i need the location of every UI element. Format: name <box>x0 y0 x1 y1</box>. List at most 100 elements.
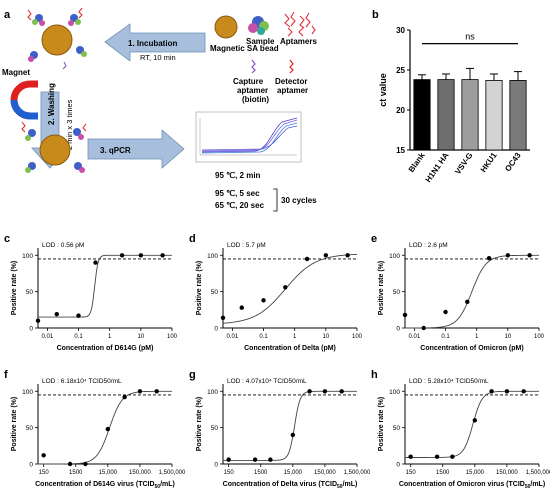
c-data-point <box>54 311 59 317</box>
e-ylabel: Positive rate (%) <box>378 261 385 315</box>
f-xtick-label: 150 <box>39 470 50 476</box>
panel-f-label: f <box>4 369 8 381</box>
f-xtick-label: 15,000 <box>99 470 118 476</box>
incubation-arrow <box>104 23 206 62</box>
c-ylabel: Positive rate (%) <box>11 261 18 315</box>
e-data-point <box>443 309 448 315</box>
d-ytick-label: 50 <box>211 289 219 296</box>
d-data-point <box>283 285 288 290</box>
h-lod-label: LOD : 5.28x10⁴ TCID50/mL <box>409 378 489 385</box>
pcr-cycle-anneal: 65 ℃, 20 sec <box>215 201 265 210</box>
bead-complex-bottom <box>21 121 87 173</box>
b-ytick-label: 30 <box>396 26 405 35</box>
g-xlabel: Concentration of Delta virus (TCID50/mL) <box>223 481 358 490</box>
f-ytick-label: 50 <box>26 425 34 432</box>
e-data-point <box>505 253 511 258</box>
panel-a-label: a <box>4 9 11 21</box>
h-data-point <box>450 454 455 459</box>
bead-label: Magnetic SA bead <box>210 44 279 53</box>
f-ylabel: Positive rate (%) <box>11 397 18 451</box>
panel-h-label: h <box>371 369 378 381</box>
h-ytick-label: 50 <box>393 425 401 432</box>
pcr-cycle-denature: 95 ℃, 5 sec <box>215 189 260 198</box>
d-xtick-label: 100 <box>352 334 363 340</box>
e-data-point <box>465 299 470 305</box>
e-xtick-label: 0.1 <box>441 334 450 340</box>
e-xtick-label: 1 <box>475 334 479 340</box>
step1-label: 1. Incubation <box>128 39 177 48</box>
d-ytick-label: 0 <box>214 326 218 333</box>
h-data-point <box>489 389 494 394</box>
f-data-point <box>122 394 127 400</box>
b-category-label: HKU1 <box>479 151 499 174</box>
d-data-point <box>239 305 244 310</box>
h-data-point <box>434 454 440 459</box>
g-data-point <box>339 389 344 394</box>
detector-label-1: Detector <box>275 77 307 86</box>
qpcr-arrow <box>87 129 185 169</box>
f-xtick-label: 1,500,000 <box>159 470 186 476</box>
g-xtick-label: 1500 <box>254 470 268 476</box>
h-xtick-label: 150 <box>406 470 417 476</box>
b-bar <box>437 79 455 151</box>
g-data-point <box>322 389 328 394</box>
c-xtick-label: 1 <box>108 334 112 340</box>
f-ytick-label: 0 <box>29 462 33 469</box>
h-xtick-label: 1,500,000 <box>526 470 550 476</box>
d-xlabel: Concentration of Delta (pM) <box>244 345 336 352</box>
h-ytick-label: 0 <box>396 462 400 469</box>
f-data-point <box>105 426 111 432</box>
g-data-point <box>307 389 312 394</box>
f-data-point <box>67 461 73 467</box>
g-data-point <box>226 457 231 462</box>
capture-aptamer-icon <box>251 59 256 74</box>
h-xtick-label: 1500 <box>436 470 450 476</box>
cycle-bracket <box>273 188 278 212</box>
g-lod-label: LOD : 4.07x10⁴ TCID50/mL <box>227 378 307 385</box>
pcr-cycles: 30 cycles <box>281 196 317 205</box>
g-ytick-label: 50 <box>211 425 219 432</box>
step3-label: 3. qPCR <box>100 146 131 155</box>
g-data-point <box>290 432 296 438</box>
h-fit-curve <box>405 390 539 458</box>
panel-e: e 0 50 100 0.01 0.1 1 10 100 LOD : 2.6 pM Positive… <box>371 233 545 352</box>
e-xtick-label: 0.01 <box>409 334 421 340</box>
g-xtick-label: 150,000 <box>314 470 336 476</box>
f-ytick-label: 100 <box>22 389 33 396</box>
panel-e-label: e <box>371 233 377 245</box>
c-ytick-label: 50 <box>26 289 34 296</box>
panel-a: a 1. Incubation RT, 10 min 2. Washing 2 … <box>2 7 317 212</box>
bead-complex-top <box>27 7 87 70</box>
e-xlabel: Concentration of Omicron (pM) <box>420 345 523 352</box>
g-fit-curve <box>223 390 357 461</box>
g-data-point <box>252 457 258 462</box>
d-data-point <box>261 298 266 303</box>
bead-icon <box>214 15 238 39</box>
f-xtick-label: 1500 <box>69 470 83 476</box>
f-fit-curve <box>38 390 172 465</box>
magnet-label: Magnet <box>2 68 30 77</box>
d-lod-label: LOD : 5.7 pM <box>227 242 266 249</box>
b-bar <box>413 79 431 151</box>
c-xtick-label: 10 <box>138 334 145 340</box>
b-bar <box>461 79 479 151</box>
h-data-point <box>408 454 413 459</box>
aptamers-icon <box>284 11 316 37</box>
d-ylabel: Positive rate (%) <box>196 261 203 315</box>
c-data-point <box>76 313 81 318</box>
d-ytick-label: 100 <box>207 253 218 260</box>
d-xtick-label: 0.1 <box>259 334 268 340</box>
b-ytick-label: 20 <box>396 106 405 115</box>
panel-h: h 0 50 100 150 1500 15,000 150,000 1,500,000 LOD … <box>371 369 550 490</box>
step2-label: 2. Washing <box>47 83 56 125</box>
b-annotation: ns <box>465 32 475 42</box>
c-xtick-label: 0.1 <box>74 334 83 340</box>
detector-label-2: aptamer <box>277 86 308 95</box>
d-data-point <box>323 253 329 258</box>
b-category-label: VSV-G <box>453 151 474 176</box>
c-ytick-label: 100 <box>22 253 33 260</box>
e-data-point <box>527 253 532 258</box>
sample-icon <box>248 16 269 35</box>
d-data-point <box>220 315 226 321</box>
